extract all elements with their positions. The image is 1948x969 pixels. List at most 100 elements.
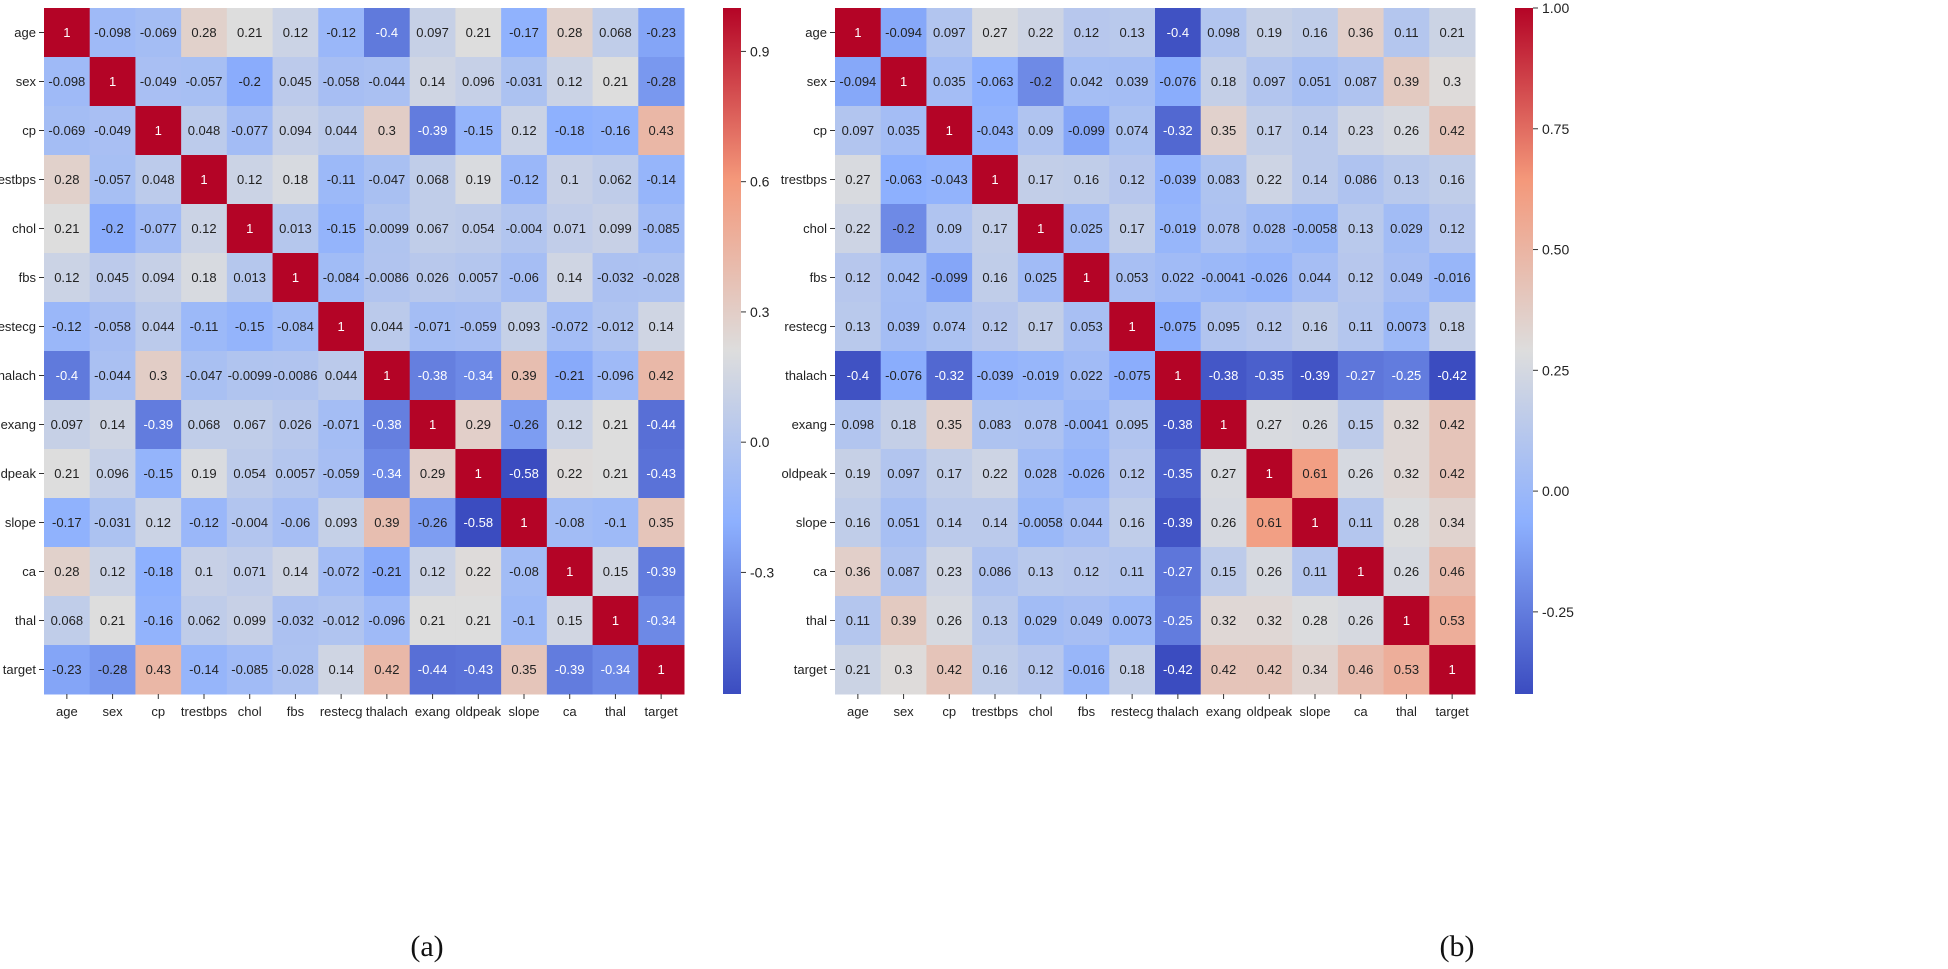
cell-value-label: 0.17: [1028, 172, 1053, 187]
heatmap-cell: [1155, 57, 1202, 107]
heatmap-cell: [546, 106, 594, 156]
heatmap-cell: [89, 547, 136, 597]
cell-value-label: 0.12: [1439, 221, 1464, 236]
heatmap-cell: [409, 253, 456, 303]
cell-value-label: 0.09: [1028, 123, 1053, 138]
heatmap-cell: [44, 351, 91, 401]
cell-value-label: -0.058: [323, 74, 360, 89]
cell-value-label: -0.16: [601, 123, 631, 138]
heatmap-cell: [638, 547, 685, 597]
cell-value-label: 0.093: [508, 319, 541, 334]
heatmap-cell: [1109, 204, 1156, 254]
cell-value-label: -0.12: [189, 515, 219, 530]
heatmap-cell: [1429, 351, 1476, 401]
heatmap-cell: [592, 8, 639, 58]
heatmap-cell: [546, 400, 594, 450]
cell-value-label: 0.15: [603, 564, 628, 579]
cell-value-label: -0.44: [418, 662, 448, 677]
heatmap-cell: [1337, 253, 1385, 303]
cell-value-label: -0.096: [597, 368, 634, 383]
heatmap-cell: [1017, 155, 1065, 205]
heatmap-cell: [409, 8, 456, 58]
heatmap-cell: [1337, 57, 1385, 107]
heatmap-cell: [1383, 8, 1430, 58]
y-tick-label: age: [805, 25, 827, 40]
cell-value-label: -0.16: [143, 613, 173, 628]
heatmap-cell: [226, 57, 274, 107]
y-tick-label: target: [794, 662, 828, 677]
heatmap-cell: [835, 351, 882, 401]
cell-value-label: 0.19: [466, 172, 491, 187]
heatmap-cell: [1155, 400, 1202, 450]
cell-value-label: 0.14: [328, 662, 353, 677]
cell-value-label: 0.29: [466, 417, 491, 432]
y-tick-label: thalach: [0, 368, 36, 383]
heatmap-cell: [44, 253, 91, 303]
cell-value-label: -0.15: [143, 466, 173, 481]
heatmap-cell: [1383, 351, 1430, 401]
heatmap-cell: [44, 155, 91, 205]
cell-value-label: 0.097: [887, 466, 920, 481]
heatmap-cell: [409, 400, 456, 450]
heatmap-cell: [181, 204, 228, 254]
cell-value-label: 0.21: [603, 74, 628, 89]
heatmap-cell: [89, 8, 136, 58]
x-tick-label: age: [847, 704, 869, 719]
cell-value-label: 0.26: [1211, 515, 1236, 530]
cell-value-label: 0.026: [416, 270, 449, 285]
heatmap-cell: [1337, 400, 1385, 450]
heatmap-cell: [455, 547, 502, 597]
cell-value-label: 0.21: [54, 221, 79, 236]
cell-value-label: -0.12: [52, 319, 82, 334]
cell-value-label: 1: [429, 417, 436, 432]
cell-value-label: 1: [1129, 319, 1136, 334]
cell-value-label: -0.043: [931, 172, 968, 187]
x-tick-label: ca: [563, 704, 578, 719]
y-tick-labels-b: age sex cp trestbps chol fbs restecg thalach exa…: [781, 25, 835, 677]
y-tick-label: trestbps: [0, 172, 36, 187]
cell-value-label: 0.23: [937, 564, 962, 579]
heatmap-cell: [1155, 547, 1202, 597]
cell-value-label: -0.0058: [1019, 515, 1063, 530]
x-tick-label: slope: [1299, 704, 1330, 719]
heatmap-cell: [1337, 596, 1385, 646]
cell-value-label: 0.044: [371, 319, 404, 334]
cell-value-label: -0.076: [885, 368, 922, 383]
cell-value-label: 0.12: [1119, 172, 1144, 187]
cell-value-label: 0.18: [891, 417, 916, 432]
cell-value-label: -0.1: [513, 613, 535, 628]
heatmap-cell: [318, 253, 365, 303]
y-tick-label: restecg: [0, 319, 36, 334]
heatmap-cell: [1063, 57, 1110, 107]
cell-value-label: 0.071: [233, 564, 266, 579]
cell-value-label: 0.045: [96, 270, 129, 285]
cell-value-label: 0.27: [1211, 466, 1236, 481]
heatmap-cell: [592, 204, 639, 254]
heatmap-cells-b: 1 -0.094 0.097 0.27 0.22 0.12 0.13 -0.4 0.098 0.1…: [835, 8, 1476, 695]
heatmap-cell: [1246, 596, 1293, 646]
cell-value-label: -0.15: [463, 123, 493, 138]
y-tick-label: sex: [807, 74, 828, 89]
cell-value-label: 0.18: [1119, 662, 1144, 677]
heatmap-cell: [880, 106, 927, 156]
heatmap-cell: [1292, 253, 1339, 303]
heatmap-cell: [880, 351, 927, 401]
cell-value-label: 0.087: [887, 564, 920, 579]
cell-value-label: -0.06: [509, 270, 539, 285]
heatmap-cell: [272, 351, 319, 401]
heatmap-cell: [1292, 400, 1339, 450]
cell-value-label: 1: [520, 515, 527, 530]
cell-value-label: -0.26: [509, 417, 539, 432]
heatmap-cell: [272, 400, 319, 450]
cell-value-label: 0.054: [462, 221, 495, 236]
y-tick-label: cp: [813, 123, 827, 138]
cell-value-label: 0.29: [420, 466, 445, 481]
cell-value-label: -0.23: [646, 25, 676, 40]
heatmap-cell: [226, 8, 274, 58]
heatmap-cell: [1017, 400, 1065, 450]
cell-value-label: 0.14: [1302, 172, 1327, 187]
heatmap-cell: [455, 400, 502, 450]
cell-value-label: 0.17: [1119, 221, 1144, 236]
heatmap-cell: [318, 155, 365, 205]
x-tick-label: trestbps: [181, 704, 228, 719]
